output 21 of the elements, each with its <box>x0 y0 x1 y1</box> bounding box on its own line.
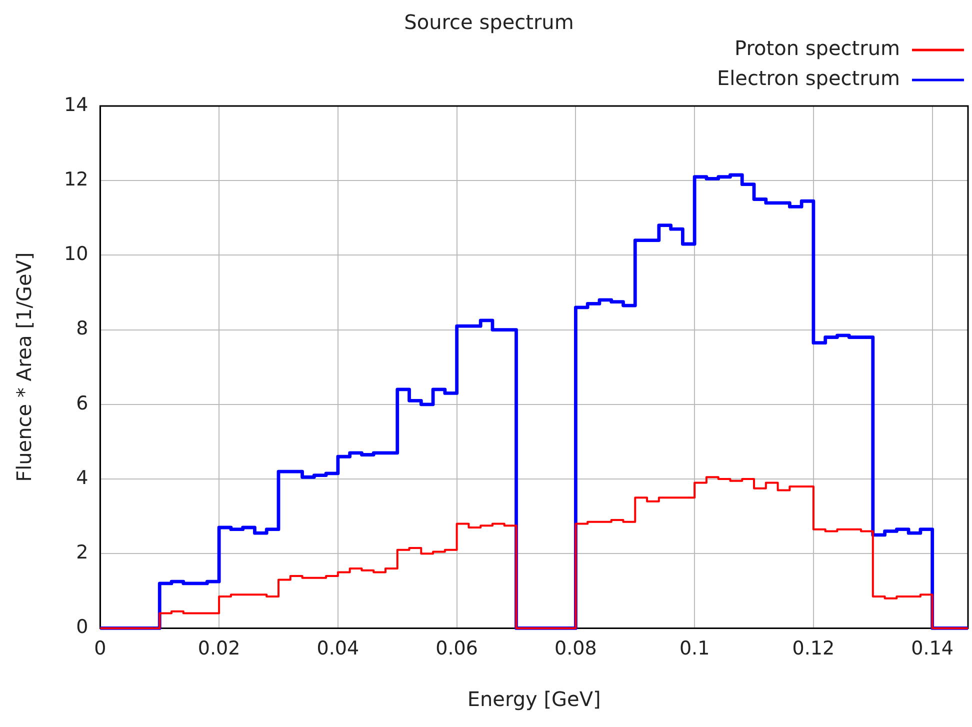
y-tick-label: 10 <box>64 243 88 266</box>
y-tick-label: 12 <box>64 168 88 191</box>
y-tick-label: 6 <box>76 392 88 414</box>
chart-title: Source spectrum <box>404 10 574 34</box>
legend-label: Proton spectrum <box>734 36 900 60</box>
x-tick-label: 0.1 <box>679 638 710 660</box>
y-axis-title: Fluence * Area [1/GeV] <box>12 252 36 482</box>
y-tick-label: 2 <box>76 542 88 564</box>
x-tick-label: 0.04 <box>316 638 360 660</box>
legend-label: Electron spectrum <box>716 66 900 90</box>
y-tick-label: 0 <box>76 616 88 638</box>
x-tick-label: 0.06 <box>436 638 478 660</box>
x-tick-label: 0.02 <box>198 638 240 660</box>
x-axis-title: Energy [GeV] <box>467 687 601 712</box>
y-tick-label: 4 <box>76 466 88 489</box>
x-tick-label: 0.14 <box>911 638 954 660</box>
x-tick-label: 0.12 <box>792 638 835 660</box>
x-tick-label: 0.08 <box>554 638 597 660</box>
x-tick-label: 0 <box>94 638 106 660</box>
y-tick-label: 8 <box>76 318 88 340</box>
y-tick-label: 14 <box>64 94 88 116</box>
